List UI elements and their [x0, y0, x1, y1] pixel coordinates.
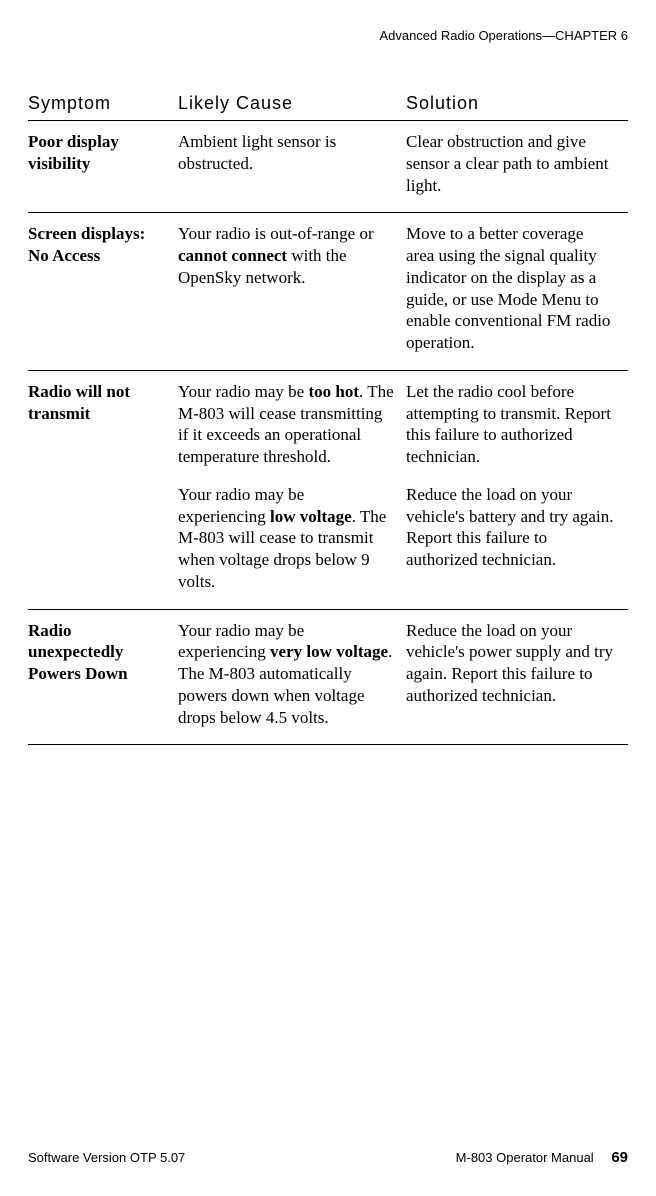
page-header: Advanced Radio Operations—CHAPTER 6	[28, 28, 628, 43]
table-row: Radio will not transmitYour radio may be…	[28, 370, 628, 468]
col-cause: Likely Cause	[178, 87, 406, 121]
solution-cell: Reduce the load on your vehicle's batter…	[406, 468, 628, 609]
symptom-cell: Screen displays:No Access	[28, 213, 178, 371]
solution-cell: Let the radio cool before attempting to …	[406, 370, 628, 468]
cause-cell: Your radio may be experiencing low volta…	[178, 468, 406, 609]
symptom-cell: Poor display visibility	[28, 121, 178, 213]
page-footer: Software Version OTP 5.07 M-803 Operator…	[28, 1149, 628, 1166]
symptom-cell: Radio will not transmit	[28, 370, 178, 609]
table-header-row: Symptom Likely Cause Solution	[28, 87, 628, 121]
footer-left: Software Version OTP 5.07	[28, 1150, 185, 1165]
footer-page-number: 69	[611, 1149, 628, 1166]
cause-cell: Ambient light sensor is obstructed.	[178, 121, 406, 213]
table-row: Poor display visibilityAmbient light sen…	[28, 121, 628, 213]
symptom-cell: Radio unexpectedly Powers Down	[28, 609, 178, 745]
cause-cell: Your radio is out-of-range or cannot con…	[178, 213, 406, 371]
col-symptom: Symptom	[28, 87, 178, 121]
cause-cell: Your radio may be experiencing very low …	[178, 609, 406, 745]
solution-cell: Clear obstruction and give sensor a clea…	[406, 121, 628, 213]
table-row: Radio unexpectedly Powers DownYour radio…	[28, 609, 628, 745]
troubleshoot-table: Symptom Likely Cause Solution Poor displ…	[28, 87, 628, 745]
col-solution: Solution	[406, 87, 628, 121]
solution-cell: Move to a better coverage area using the…	[406, 213, 628, 371]
solution-cell: Reduce the load on your vehicle's power …	[406, 609, 628, 745]
table-body: Poor display visibilityAmbient light sen…	[28, 121, 628, 745]
footer-right: M-803 Operator Manual 69	[456, 1149, 628, 1166]
table-row: Screen displays:No AccessYour radio is o…	[28, 213, 628, 371]
cause-cell: Your radio may be too hot. The M-803 wil…	[178, 370, 406, 468]
footer-manual-label: M-803 Operator Manual	[456, 1150, 594, 1165]
